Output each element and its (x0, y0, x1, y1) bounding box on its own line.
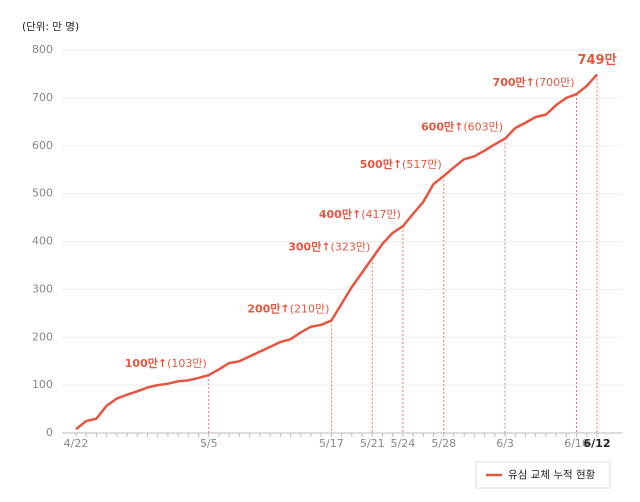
legend-label: 유심 교체 누적 현황 (508, 469, 596, 481)
y-tick-label: 400 (32, 235, 53, 248)
annotation-note: (603만) (463, 121, 503, 134)
x-tick-label: 5/24 (391, 437, 416, 450)
annotation: 300만↑(323만) (288, 239, 370, 253)
y-tick-label: 600 (32, 139, 53, 152)
annotation: 100만↑(103만) (125, 356, 207, 370)
y-tick-label: 500 (32, 187, 53, 200)
x-tick-label: 6/3 (496, 437, 514, 450)
x-tick-label: 4/22 (64, 437, 89, 450)
end-label: 749만 (577, 52, 616, 68)
y-tick-label: 800 (32, 43, 53, 56)
annotation-label: 500만↑ (360, 157, 402, 171)
annotation-label: 300만↑ (288, 239, 330, 253)
x-tick-label: 5/21 (360, 437, 385, 450)
annotation: 400만↑(417만) (319, 207, 401, 221)
y-tick-label: 100 (32, 378, 53, 391)
annotation: 600만↑(603만) (421, 120, 503, 134)
annotation-note: (517만) (402, 158, 442, 171)
annotation-note: (417만) (361, 208, 401, 221)
y-tick-label: 200 (32, 330, 53, 343)
y-tick-label: 300 (32, 282, 53, 295)
annotation-label: 200만↑ (247, 301, 289, 315)
annotation: 500만↑(517만) (360, 157, 442, 171)
annotation-note: (103만) (167, 357, 207, 370)
annotation-label: 600만↑ (421, 120, 463, 134)
annotation: 200만↑(210만) (247, 301, 329, 315)
unit-note: (단위: 만 명) (22, 20, 79, 33)
x-tick-label: 6/10 (564, 437, 589, 450)
annotation: 700만↑(700만) (493, 75, 575, 89)
annotation-note: (210만) (290, 302, 330, 315)
x-tick-label: 5/17 (319, 437, 344, 450)
annotation-label: 700만↑ (493, 75, 535, 89)
annotation-label: 100만↑ (125, 356, 167, 370)
annotation-label: 400만↑ (319, 207, 361, 221)
annotation-note: (323만) (331, 240, 371, 253)
x-tick-label: 5/28 (431, 437, 456, 450)
y-tick-label: 0 (46, 426, 53, 439)
annotation-note: (700만) (535, 76, 575, 89)
y-tick-label: 700 (32, 91, 53, 104)
x-tick-label: 6/12 (584, 437, 611, 450)
series-line (75, 73, 598, 431)
x-tick-label: 5/5 (200, 437, 218, 450)
